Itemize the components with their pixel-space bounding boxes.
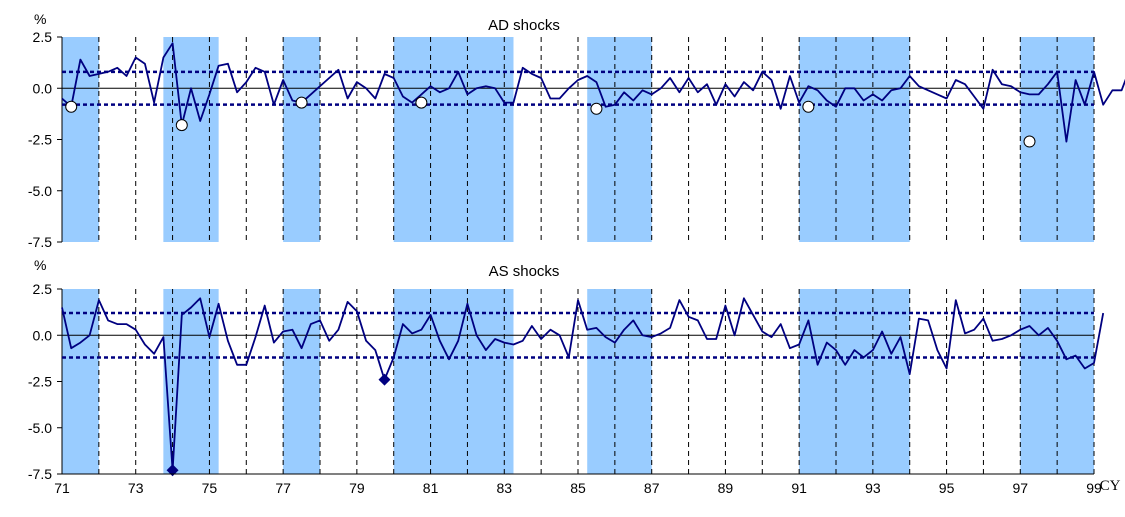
ad-shaded-period-5 [799, 37, 910, 242]
ad-ytick-label-1: 0.0 [33, 80, 53, 96]
ad-ytick-label-0: 2.5 [33, 29, 53, 45]
as-ytick-label-4: -7.5 [28, 466, 52, 482]
as-shocks-unit-label: % [34, 257, 46, 273]
ad-series-line [61, 42, 1125, 143]
ad-shocks-unit-label: % [34, 11, 46, 27]
as-marker-1 [378, 373, 391, 386]
as-shaded-period-4 [587, 289, 652, 474]
as-shocks-title: AS shocks [489, 263, 560, 280]
ad-marker-2 [295, 96, 308, 109]
ad-ytick-label-2: -2.5 [28, 132, 52, 148]
ad-shocks-title: AD shocks [488, 17, 560, 34]
as-ytick-label-3: -5.0 [28, 420, 52, 436]
as-shaded-period-0 [62, 289, 99, 474]
ad-marker-1 [175, 119, 188, 132]
as-shocks-panel: AS shocks % 2.5 0.0 -2.5 -5.0 -7.5 [28, 257, 1105, 482]
ad-ytick-label-3: -5.0 [28, 183, 52, 199]
ad-shaded-period-4 [587, 37, 652, 242]
x-tick-label-89: 89 [718, 480, 734, 496]
as-ytick-label-2: -2.5 [28, 374, 52, 390]
ad-marker-3 [415, 96, 428, 109]
x-tick-label-87: 87 [644, 480, 660, 496]
x-tick-label-81: 81 [423, 480, 439, 496]
ad-marker-4 [590, 102, 603, 115]
x-tick-label-71: 71 [54, 480, 70, 496]
x-tick-label-79: 79 [349, 480, 365, 496]
as-marker-0 [166, 464, 179, 477]
ad-shaded-period-2 [283, 37, 320, 242]
ad-shaded-period-0 [62, 37, 99, 242]
x-axis-label: CY [1100, 478, 1121, 494]
x-tick-label-95: 95 [939, 480, 955, 496]
as-shaded-period-2 [283, 289, 320, 474]
x-tick-label-73: 73 [128, 480, 144, 496]
ad-marker-5 [802, 100, 815, 113]
x-tick-label-91: 91 [791, 480, 807, 496]
x-tick-label-77: 77 [275, 480, 291, 496]
ad-shaded-period-3 [393, 37, 514, 242]
x-tick-label-97: 97 [1012, 480, 1028, 496]
x-tick-label-93: 93 [865, 480, 881, 496]
x-tick-label-75: 75 [202, 480, 218, 496]
ad-shaded-period-1 [163, 37, 219, 242]
ad-ytick-label-4: -7.5 [28, 234, 52, 250]
ad-marker-0 [65, 100, 78, 113]
as-shaded-period-5 [799, 289, 910, 474]
ad-marker-6 [1023, 135, 1036, 148]
as-ytick-label-0: 2.5 [33, 281, 53, 297]
ad-shocks-panel: AD shocks % 2.5 0.0 -2.5 -5.0 -7.5 [28, 11, 1125, 250]
as-series-line [61, 297, 1105, 472]
as-ytick-label-1: 0.0 [33, 327, 53, 343]
x-tick-label-85: 85 [570, 480, 586, 496]
x-tick-label-99: 99 [1086, 480, 1102, 496]
x-tick-label-83: 83 [496, 480, 512, 496]
as-shaded-period-3 [393, 289, 514, 474]
